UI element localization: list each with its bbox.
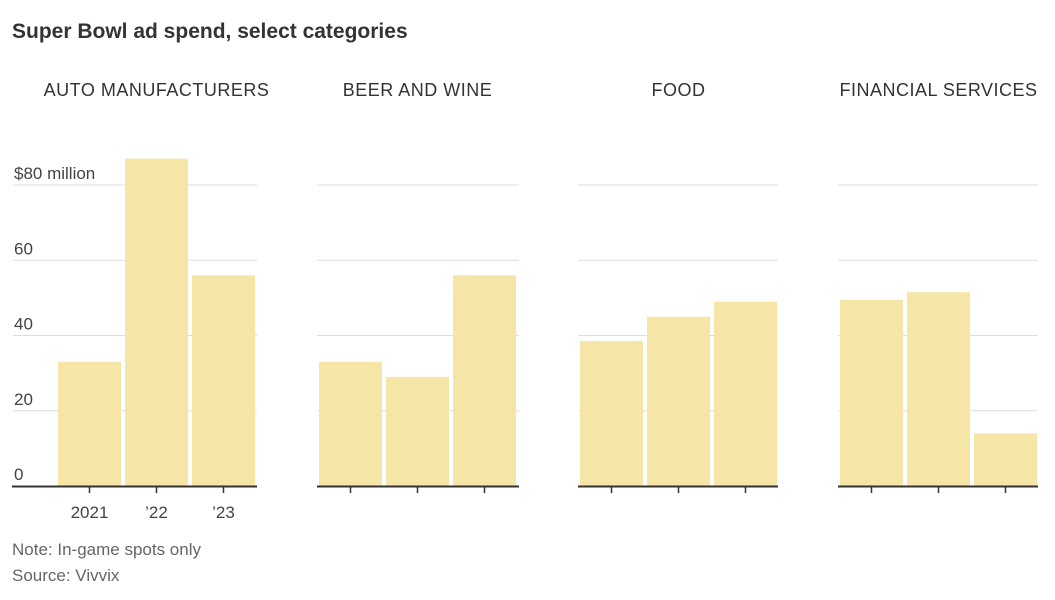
y-tick-label: 0 [14,465,23,484]
panel-title: AUTO MANUFACTURERS [44,80,270,100]
bar [319,361,382,486]
bar [386,376,449,486]
x-tick-label: 2021 [71,503,109,522]
bar [714,301,777,486]
panel-0: AUTO MANUFACTURERS 0 20 40 60 $80 million 2021… [12,80,269,522]
bar [647,316,710,486]
panel-2: FOOD [578,80,778,493]
chart-title: Super Bowl ad spend, select categories [12,20,408,43]
panel-3: FINANCIAL SERVICES [838,80,1038,493]
chart-source: Source: Vivvix [12,566,120,585]
panel-title: FINANCIAL SERVICES [839,80,1037,100]
bar [58,361,121,486]
bar [192,275,255,486]
y-tick-label: 40 [14,315,33,334]
bar [974,433,1037,486]
y-tick-label: 20 [14,390,33,409]
x-tick-label: ’22 [145,503,168,522]
bar [125,158,188,486]
y-tick-label: $80 million [14,164,95,183]
panel-title: BEER AND WINE [343,80,493,100]
x-tick-label: ’23 [212,503,235,522]
bar [453,275,516,486]
bar [840,299,903,486]
y-tick-label: 60 [14,239,33,258]
chart-note: Note: In-game spots only [12,540,201,559]
bar [580,341,643,486]
panel-1: BEER AND WINE [317,80,519,493]
panel-title: FOOD [652,80,706,100]
bar [907,292,970,486]
